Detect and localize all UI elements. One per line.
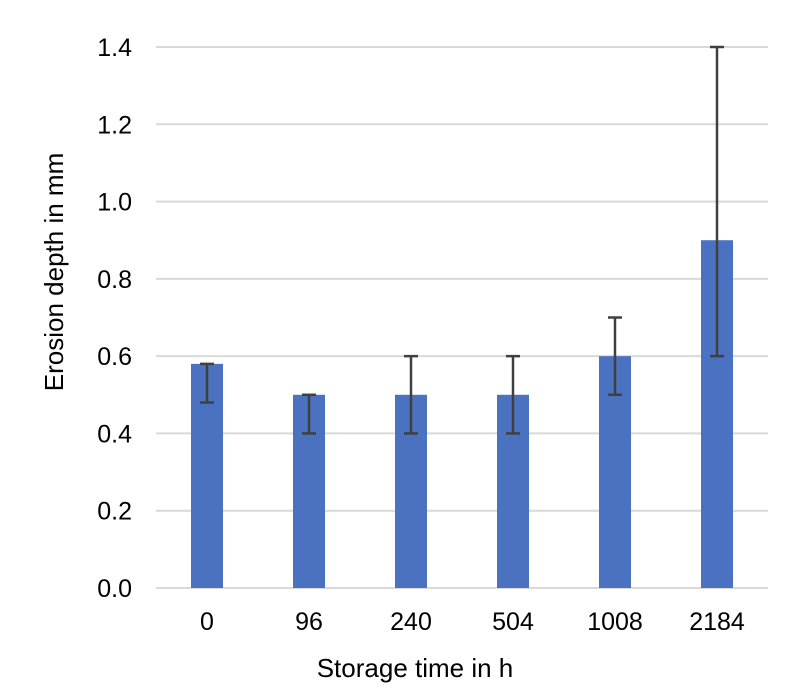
x-tick-label: 2184 (689, 608, 745, 636)
y-tick-label: 1.0 (97, 189, 132, 217)
x-tick-label: 1008 (587, 608, 643, 636)
x-tick-label: 504 (492, 608, 534, 636)
x-tick-labels: 0 96 240 504 1008 2184 (200, 608, 745, 636)
y-tick-label: 0.0 (97, 575, 132, 603)
y-tick-label: 0.6 (97, 343, 132, 371)
error-bar (200, 362, 214, 404)
y-tick-label: 1.2 (97, 111, 132, 139)
bars (191, 240, 733, 588)
error-bar (710, 45, 724, 358)
error-bars (200, 45, 724, 435)
error-bar (302, 393, 316, 435)
y-tick-label: 0.4 (97, 420, 132, 448)
gridlines (156, 46, 768, 589)
error-bar (608, 316, 622, 397)
error-bar (506, 354, 520, 435)
y-tick-label: 1.4 (97, 34, 132, 62)
x-tick-label: 240 (390, 608, 432, 636)
y-tick-labels: 0.0 0.2 0.4 0.6 0.8 1.0 1.2 1.4 (97, 34, 132, 603)
error-bar (404, 354, 418, 435)
x-axis-title: Storage time in h (317, 653, 514, 683)
y-tick-label: 0.2 (97, 498, 132, 526)
x-tick-label: 0 (200, 608, 214, 636)
y-tick-label: 0.8 (97, 266, 132, 294)
x-tick-label: 96 (295, 608, 323, 636)
y-axis-title: Erosion depth in mm (39, 153, 69, 391)
